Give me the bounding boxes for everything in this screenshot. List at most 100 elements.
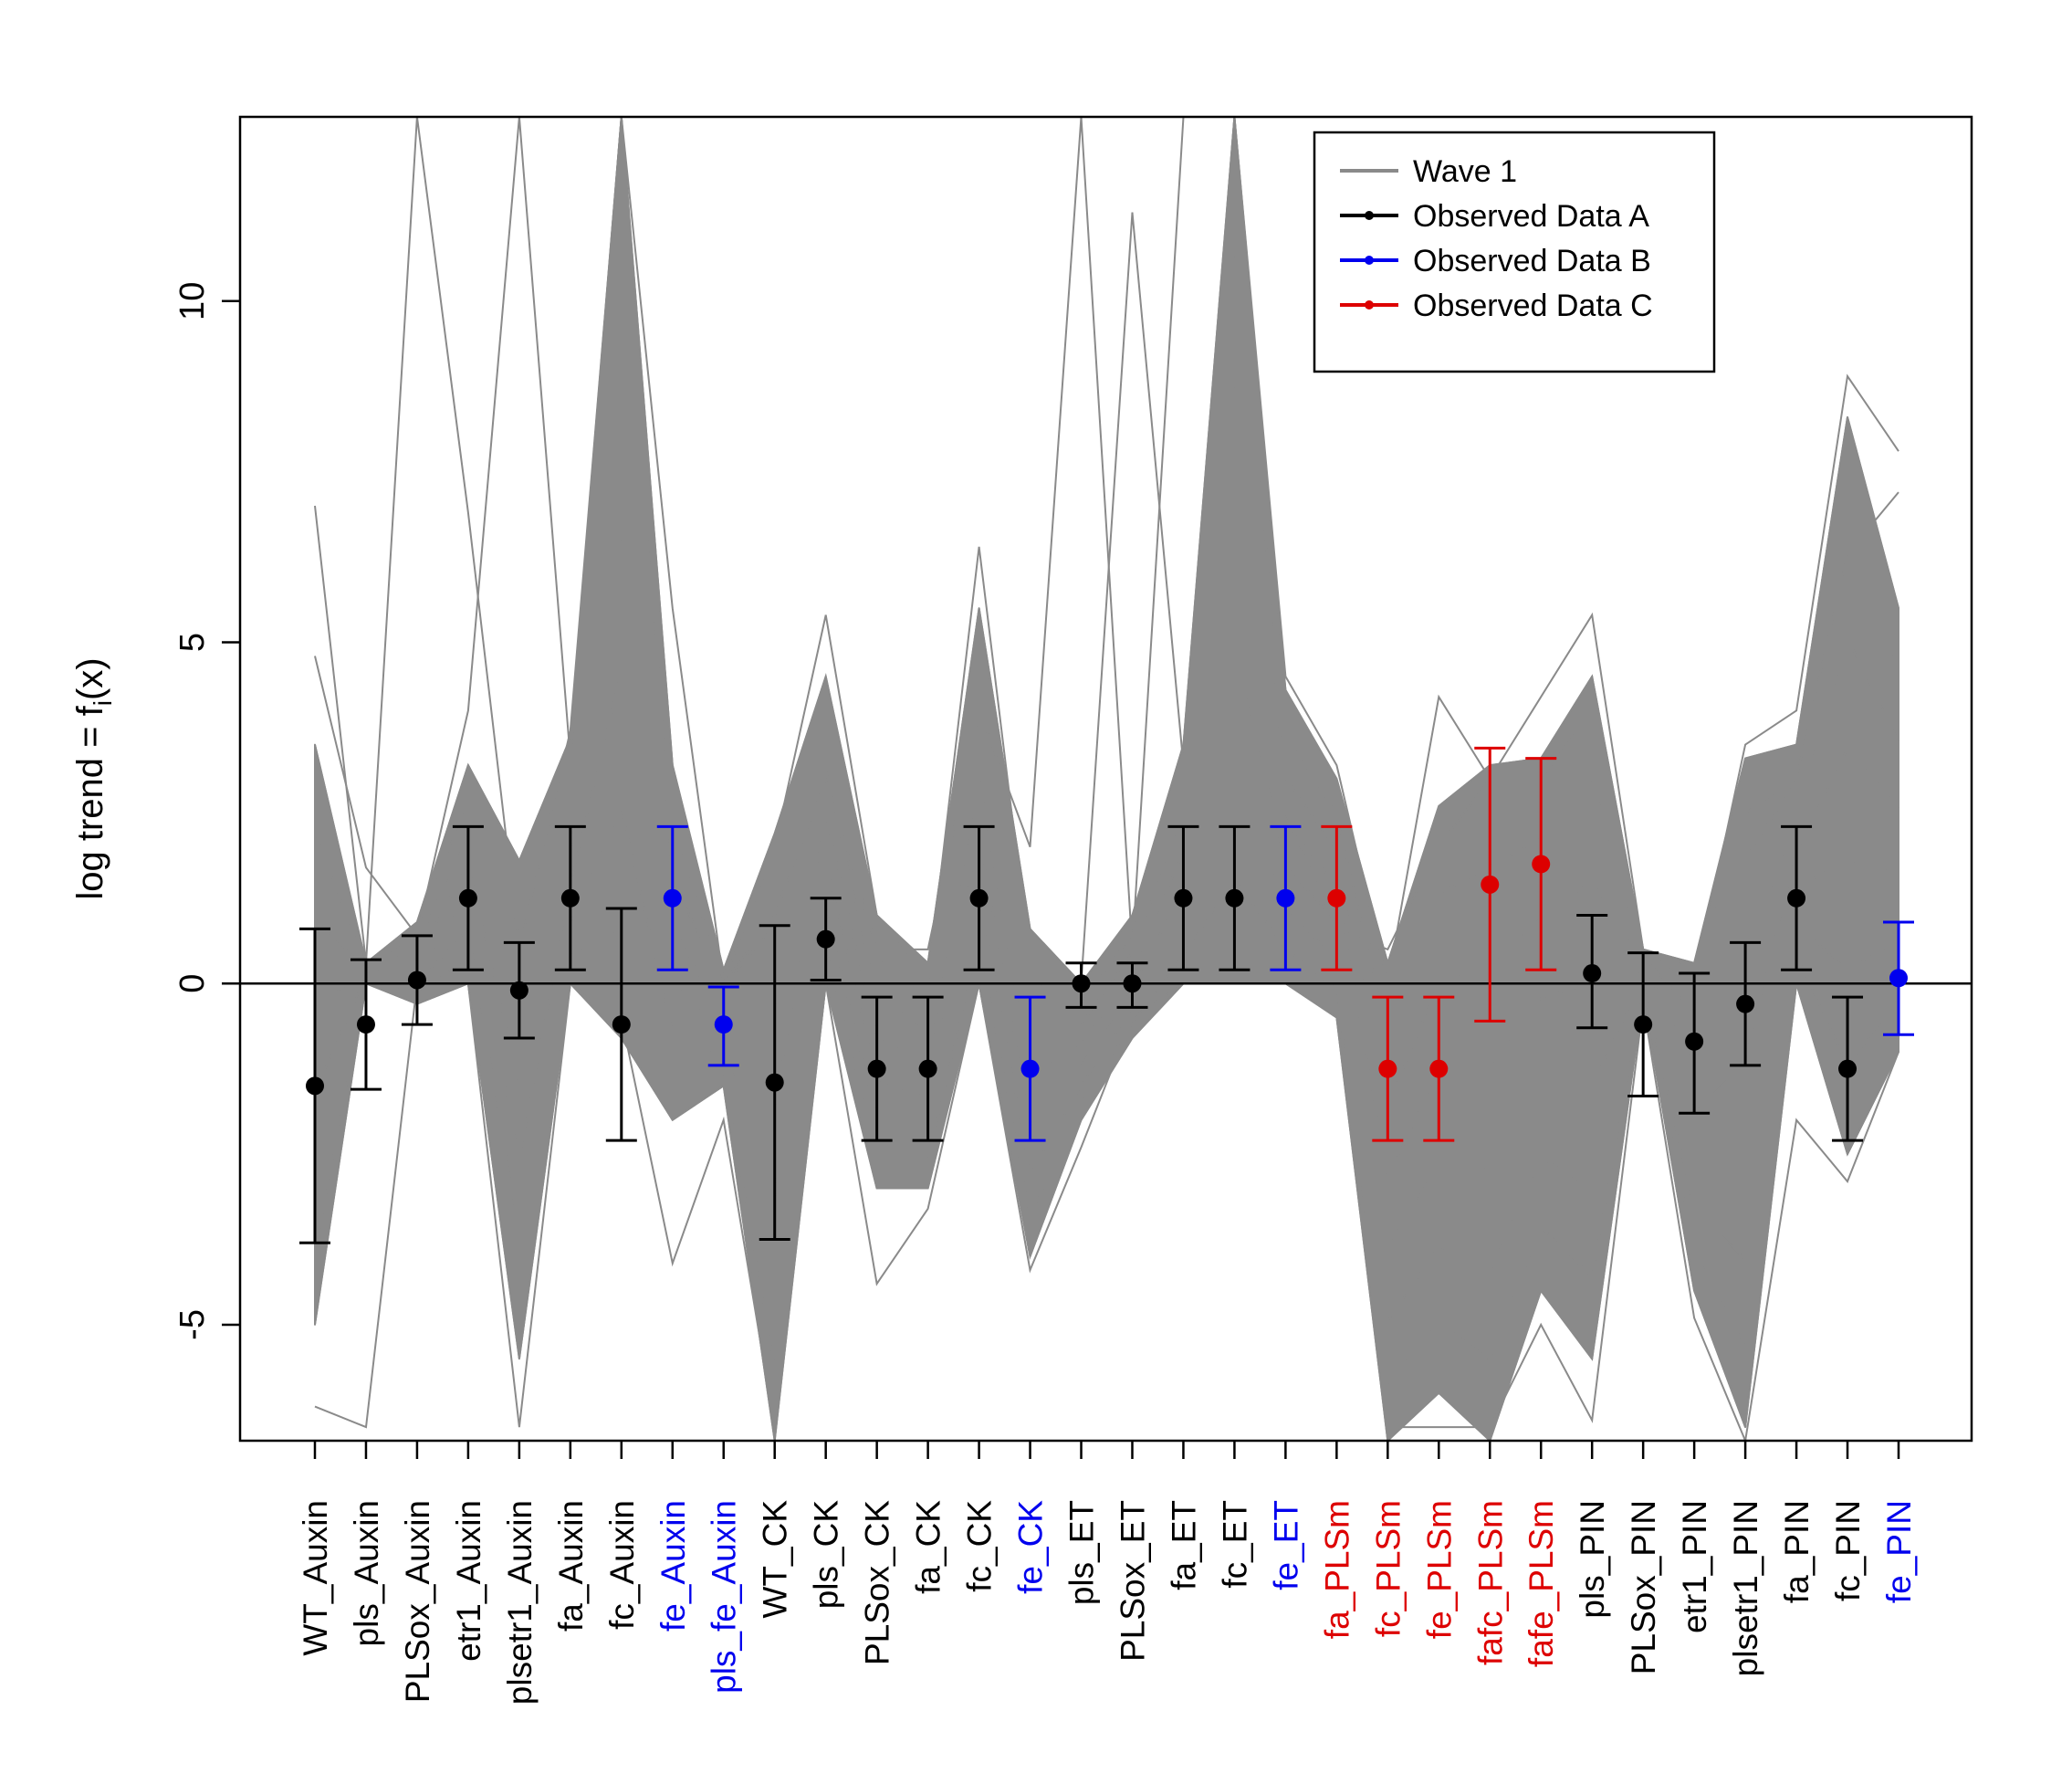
x-tick-label: fe_Auxin bbox=[654, 1500, 692, 1632]
mean-marker bbox=[356, 1015, 375, 1034]
x-tick-label: fe_PLSm bbox=[1420, 1500, 1458, 1639]
mean-marker bbox=[816, 929, 835, 949]
x-tick-label: pls_PIN bbox=[1574, 1500, 1611, 1619]
legend-entry: Wave 1 bbox=[1340, 154, 1517, 189]
mean-marker bbox=[1327, 888, 1346, 908]
x-tick-label: PLSox_CK bbox=[859, 1500, 896, 1665]
observed-point-pls_CK bbox=[810, 897, 842, 981]
mean-marker bbox=[1532, 855, 1551, 874]
x-tick-label: PLSox_PIN bbox=[1625, 1500, 1662, 1674]
x-tick-label: WT_CK bbox=[757, 1500, 794, 1619]
mean-marker bbox=[458, 888, 477, 908]
x-tick-label: fc_CK bbox=[961, 1500, 999, 1592]
mean-marker bbox=[1174, 888, 1193, 908]
x-tick-label: fc_PIN bbox=[1829, 1500, 1867, 1601]
x-tick-label: pls_Auxin bbox=[348, 1500, 385, 1646]
mean-marker bbox=[407, 971, 426, 990]
x-tick-label: plsetr1_Auxin bbox=[501, 1500, 539, 1705]
observed-point-fc_Auxin bbox=[605, 907, 637, 1142]
y-tick-label: 10 bbox=[173, 282, 212, 320]
x-tick-label: fa_ET bbox=[1165, 1500, 1202, 1590]
plot-frame bbox=[238, 115, 1973, 1443]
x-tick-label: pls_ET bbox=[1063, 1500, 1101, 1605]
mean-marker bbox=[509, 981, 528, 1000]
mean-marker bbox=[969, 888, 989, 908]
observed-point-etr1_PIN bbox=[1679, 971, 1711, 1115]
observed-point-pls_ET bbox=[1065, 961, 1097, 1009]
observed-point-fafe_PLSm bbox=[1525, 757, 1557, 971]
y-tick-label: -5 bbox=[173, 1309, 212, 1340]
x-tick-label: etr1_Auxin bbox=[450, 1500, 487, 1662]
legend-entry: Observed Data A bbox=[1340, 199, 1649, 234]
wave1-spike-line bbox=[314, 117, 1899, 986]
y-tick-label: 5 bbox=[173, 633, 212, 652]
mean-marker bbox=[918, 1059, 937, 1078]
wave1-run-line bbox=[314, 763, 1899, 1324]
wave1-run-line bbox=[314, 247, 1899, 1038]
x-tick-label: fc_ET bbox=[1216, 1500, 1253, 1589]
observed-point-plsetr1_PIN bbox=[1730, 940, 1762, 1067]
mean-marker bbox=[765, 1073, 784, 1092]
wave1-spike-line bbox=[314, 981, 1899, 1441]
observed-point-fa_CK bbox=[912, 995, 944, 1142]
x-tick-label: fc_PLSm bbox=[1369, 1500, 1407, 1637]
x-tick-label: fa_PLSm bbox=[1318, 1500, 1355, 1639]
x-tick-label: fc_Auxin bbox=[603, 1500, 641, 1630]
mean-marker bbox=[867, 1059, 886, 1078]
wave1-run-line bbox=[314, 877, 1899, 1386]
x-tick-label: PLSox_ET bbox=[1114, 1500, 1151, 1662]
x-tick-label: pls_fe_Auxin bbox=[706, 1500, 743, 1694]
legend-label: Observed Data B bbox=[1413, 244, 1651, 278]
mean-marker bbox=[1378, 1059, 1397, 1078]
legend-label: Wave 1 bbox=[1413, 154, 1517, 189]
mean-marker bbox=[1123, 974, 1142, 993]
mean-marker bbox=[1020, 1059, 1040, 1078]
mean-marker bbox=[612, 1015, 631, 1034]
mean-marker bbox=[306, 1076, 324, 1096]
mean-marker bbox=[1685, 1032, 1704, 1051]
wave1-runs bbox=[314, 117, 1899, 1441]
legend-entry: Observed Data C bbox=[1340, 289, 1653, 323]
x-tick-label: fafe_PLSm bbox=[1523, 1500, 1560, 1667]
observed-point-plsetr1_Auxin bbox=[503, 940, 535, 1040]
y-axis-label: log trend = fi(x) bbox=[70, 657, 117, 899]
mean-marker bbox=[1736, 994, 1755, 1013]
observed-point-pls_Auxin bbox=[350, 958, 382, 1091]
observed-point-fe_CK bbox=[1014, 995, 1046, 1142]
mean-marker bbox=[1225, 888, 1244, 908]
legend-entry: Observed Data B bbox=[1340, 244, 1651, 278]
observed-point-fe_PLSm bbox=[1423, 995, 1455, 1142]
legend-label: Observed Data A bbox=[1413, 199, 1649, 234]
observed-point-PLSox_ET bbox=[1116, 961, 1148, 1009]
observed-point-PLSox_CK bbox=[861, 995, 893, 1142]
observed-point-WT_Auxin bbox=[299, 927, 330, 1244]
x-tick-label: etr1_PIN bbox=[1676, 1500, 1713, 1633]
wave1-run-line bbox=[314, 981, 1899, 1441]
mean-marker bbox=[1481, 875, 1500, 894]
mean-marker bbox=[663, 888, 682, 908]
mean-marker bbox=[1838, 1059, 1857, 1078]
mean-marker bbox=[1787, 888, 1806, 908]
x-tick-label: pls_CK bbox=[808, 1500, 845, 1610]
observed-point-WT_CK bbox=[759, 924, 790, 1242]
mean-marker bbox=[714, 1015, 733, 1034]
mean-marker bbox=[1276, 888, 1295, 908]
mean-marker bbox=[1072, 974, 1091, 993]
legend-swatch-marker bbox=[1365, 300, 1374, 310]
observed-point-fa_ET bbox=[1167, 824, 1199, 971]
x-tick-label: fe_PIN bbox=[1880, 1500, 1918, 1603]
x-tick-label: fe_CK bbox=[1012, 1500, 1050, 1594]
wave1-run-line bbox=[314, 507, 1899, 1181]
observed-point-fe_Auxin bbox=[656, 824, 688, 971]
observed-point-fa_Auxin bbox=[554, 824, 586, 971]
legend-label: Observed Data C bbox=[1413, 289, 1653, 323]
observed-point-fc_PIN bbox=[1832, 995, 1864, 1142]
x-tick-label: plsetr1_PIN bbox=[1727, 1500, 1764, 1676]
x-tick-label: fe_ET bbox=[1267, 1500, 1304, 1590]
observed-point-etr1_Auxin bbox=[452, 824, 484, 971]
y-axis: -5 0 5 10 bbox=[173, 282, 240, 1340]
mean-marker bbox=[1889, 969, 1908, 988]
x-tick-label: fa_CK bbox=[910, 1500, 947, 1594]
observed-point-PLSox_Auxin bbox=[401, 934, 433, 1026]
